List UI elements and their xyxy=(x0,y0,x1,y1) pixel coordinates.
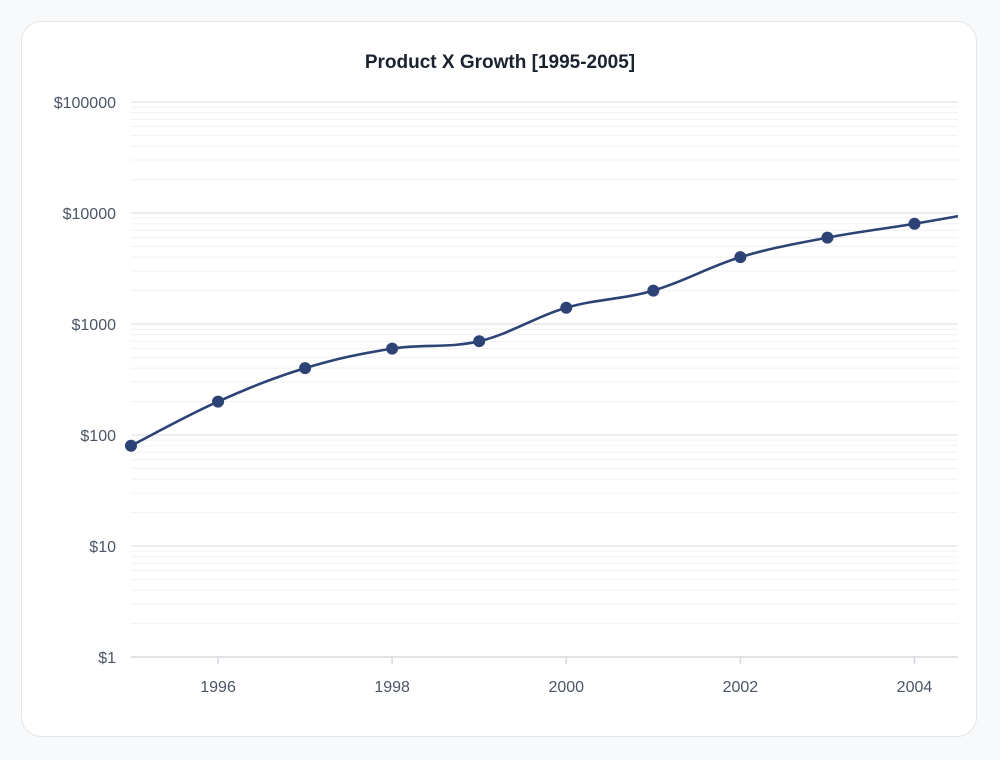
data-point[interactable] xyxy=(212,395,225,408)
data-point[interactable] xyxy=(386,342,399,355)
data-point[interactable] xyxy=(560,301,573,314)
y-tick-label: $1 xyxy=(98,650,116,667)
x-axis xyxy=(131,656,958,664)
y-tick-label: $10000 xyxy=(63,206,116,223)
x-tick-label: 2004 xyxy=(897,679,933,696)
x-axis-labels: 1996 1998 2000 2002 2004 xyxy=(200,679,932,696)
x-tick-label: 2002 xyxy=(723,679,759,696)
data-point[interactable] xyxy=(299,362,312,375)
y-tick-label: $1000 xyxy=(72,317,117,334)
chart-card xyxy=(21,21,977,737)
x-tick-label: 2000 xyxy=(548,679,584,696)
series-line xyxy=(129,214,958,448)
y-tick-label: $100000 xyxy=(54,95,116,112)
chart-title: Product X Growth [1995-2005] xyxy=(364,52,636,73)
series-group xyxy=(129,214,958,448)
data-point[interactable] xyxy=(734,251,747,264)
y-tick-label: $100 xyxy=(80,428,116,445)
y-tick-label: $10 xyxy=(89,539,116,556)
minor-gridlines xyxy=(131,106,958,625)
major-gridlines xyxy=(131,101,958,547)
y-axis-labels: $1 $10 $100 $1000 $10000 $100000 xyxy=(54,95,116,667)
series-markers xyxy=(125,217,921,452)
data-point[interactable] xyxy=(647,284,660,297)
data-point[interactable] xyxy=(473,335,486,348)
data-point[interactable] xyxy=(125,439,137,452)
data-point[interactable] xyxy=(908,217,921,230)
data-point[interactable] xyxy=(821,231,834,244)
x-tick-label: 1998 xyxy=(374,679,410,696)
x-tick-label: 1996 xyxy=(200,679,236,696)
